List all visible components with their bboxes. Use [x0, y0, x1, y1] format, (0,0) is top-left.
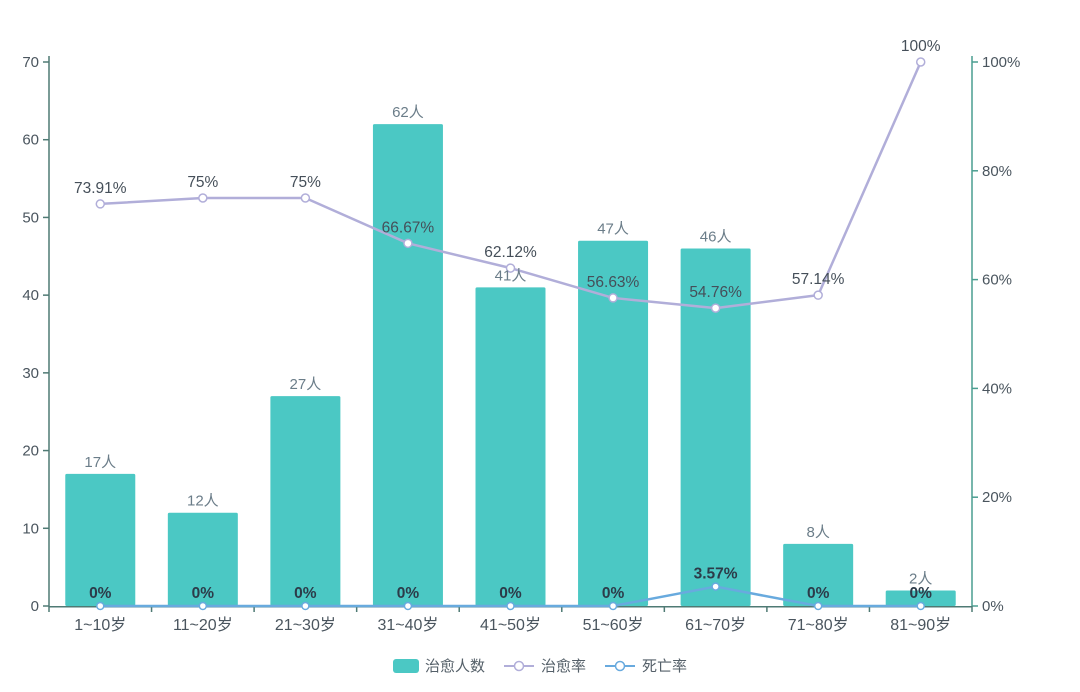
- x-axis-category-label: 81~90岁: [890, 616, 951, 634]
- bar-value-label: 46人: [700, 229, 732, 246]
- bar-value-label: 47人: [597, 221, 629, 238]
- bar-value-label: 41人: [495, 267, 527, 284]
- bar[interactable]: [885, 590, 956, 606]
- death-rate-value-label: 0%: [294, 585, 317, 602]
- left-axis-tick-label: 60: [22, 132, 39, 149]
- legend-item-cure-rate[interactable]: 治愈率: [503, 655, 586, 676]
- cure-rate-value-label: 100%: [901, 38, 941, 55]
- legend-item-cured-count[interactable]: 治愈人数: [392, 655, 485, 676]
- cure-rate-value-label: 57.14%: [792, 271, 845, 288]
- right-axis-tick-label: 40%: [982, 380, 1012, 397]
- bar[interactable]: [680, 248, 751, 606]
- x-axis-category-label: 1~10岁: [74, 616, 126, 634]
- death-rate-value-label: 0%: [192, 585, 215, 602]
- left-axis-tick-label: 50: [22, 209, 39, 226]
- death-rate-value-label: 3.57%: [694, 566, 738, 583]
- cure-rate-point[interactable]: [198, 193, 208, 203]
- legend-label-death-rate: 死亡率: [642, 658, 688, 675]
- cure-rate-point[interactable]: [608, 293, 618, 303]
- cure-rate-point[interactable]: [300, 193, 311, 203]
- bar[interactable]: [475, 287, 546, 606]
- right-axis-tick-label: 20%: [982, 489, 1012, 506]
- cure-rate-point[interactable]: [915, 57, 926, 67]
- x-axis-category-label: 11~20岁: [173, 616, 233, 634]
- left-axis-tick-label: 20: [22, 443, 39, 460]
- death-rate-point[interactable]: [198, 601, 208, 611]
- bar-value-label: 17人: [84, 454, 116, 471]
- x-axis-category-label: 61~70岁: [685, 616, 746, 634]
- cure-rate-value-label: 66.67%: [382, 219, 435, 236]
- x-axis-category-label: 41~50岁: [480, 616, 541, 634]
- bar-value-label: 8人: [806, 524, 829, 541]
- death-rate-value-label: 0%: [397, 585, 420, 602]
- cure-rate-value-label: 75%: [187, 174, 218, 191]
- death-rate-line-icon: [605, 660, 635, 671]
- death-rate-value-label: 0%: [910, 585, 933, 602]
- cure-rate-point[interactable]: [403, 238, 413, 249]
- death-rate-value-label: 0%: [602, 585, 625, 602]
- death-rate-point[interactable]: [403, 601, 413, 611]
- death-rate-value-label: 0%: [807, 585, 830, 602]
- death-rate-point[interactable]: [96, 601, 105, 611]
- death-rate-point[interactable]: [711, 582, 720, 591]
- bar-value-label: 12人: [187, 493, 219, 510]
- bar[interactable]: [270, 396, 341, 606]
- death-rate-value-label: 0%: [89, 585, 112, 602]
- x-axis-category-label: 71~80岁: [788, 616, 849, 634]
- x-axis-category-label: 31~40岁: [377, 616, 438, 634]
- death-rate-point[interactable]: [916, 601, 925, 611]
- bar[interactable]: [783, 543, 854, 606]
- bar[interactable]: [372, 124, 443, 607]
- right-axis-tick-label: 60%: [982, 272, 1012, 289]
- x-axis-category-label: 51~60岁: [583, 616, 644, 634]
- legend-label-cured-count: 治愈人数: [424, 658, 485, 675]
- cure-rate-point[interactable]: [95, 199, 106, 209]
- cure-rate-point[interactable]: [813, 290, 823, 300]
- death-rate-value-label: 0%: [499, 585, 522, 602]
- bar-value-label: 2人: [909, 570, 932, 587]
- cure-rate-value-label: 75%: [290, 174, 321, 191]
- cure-rate-line-icon: [503, 660, 534, 671]
- cure-rate-value-label: 62.12%: [484, 244, 537, 261]
- legend-item-death-rate[interactable]: 死亡率: [604, 655, 687, 676]
- right-axis-tick-label: 100%: [982, 54, 1020, 71]
- death-rate-point[interactable]: [506, 601, 515, 611]
- cure-rate-value-label: 54.76%: [689, 284, 742, 301]
- bar[interactable]: [167, 512, 238, 606]
- left-axis-tick-label: 30: [22, 365, 39, 382]
- left-axis-tick-label: 0: [31, 598, 39, 615]
- death-rate-point[interactable]: [608, 601, 618, 611]
- legend-label-cure-rate: 治愈率: [540, 658, 586, 675]
- right-axis-tick-label: 0%: [982, 598, 1004, 615]
- cure-rate-value-label: 73.91%: [74, 180, 127, 197]
- legend: 治愈人数 治愈率 死亡率: [0, 655, 1080, 676]
- left-axis-tick-label: 40: [22, 287, 39, 304]
- left-axis-tick-label: 10: [22, 520, 39, 537]
- death-rate-point[interactable]: [813, 601, 823, 611]
- chart-canvas[interactable]: 0 10 20 30 40 50 60 70 0% 20% 40% 60% 80% 100% 1~10岁 11…: [0, 0, 1080, 650]
- cured-count-bar-swatch-icon: [392, 658, 419, 673]
- bar-value-label: 27人: [290, 376, 322, 393]
- cure-rate-point[interactable]: [710, 303, 721, 313]
- bar[interactable]: [65, 473, 136, 606]
- bar[interactable]: [578, 240, 649, 606]
- cure-rate-point[interactable]: [505, 263, 516, 273]
- death-rate-point[interactable]: [301, 601, 310, 611]
- cure-rate-value-label: 56.63%: [587, 274, 640, 291]
- x-axis-category-label: 21~30岁: [275, 616, 336, 634]
- bar-value-label: 62人: [392, 104, 424, 121]
- left-axis-tick-label: 70: [22, 54, 39, 71]
- right-axis-tick-label: 80%: [982, 163, 1012, 180]
